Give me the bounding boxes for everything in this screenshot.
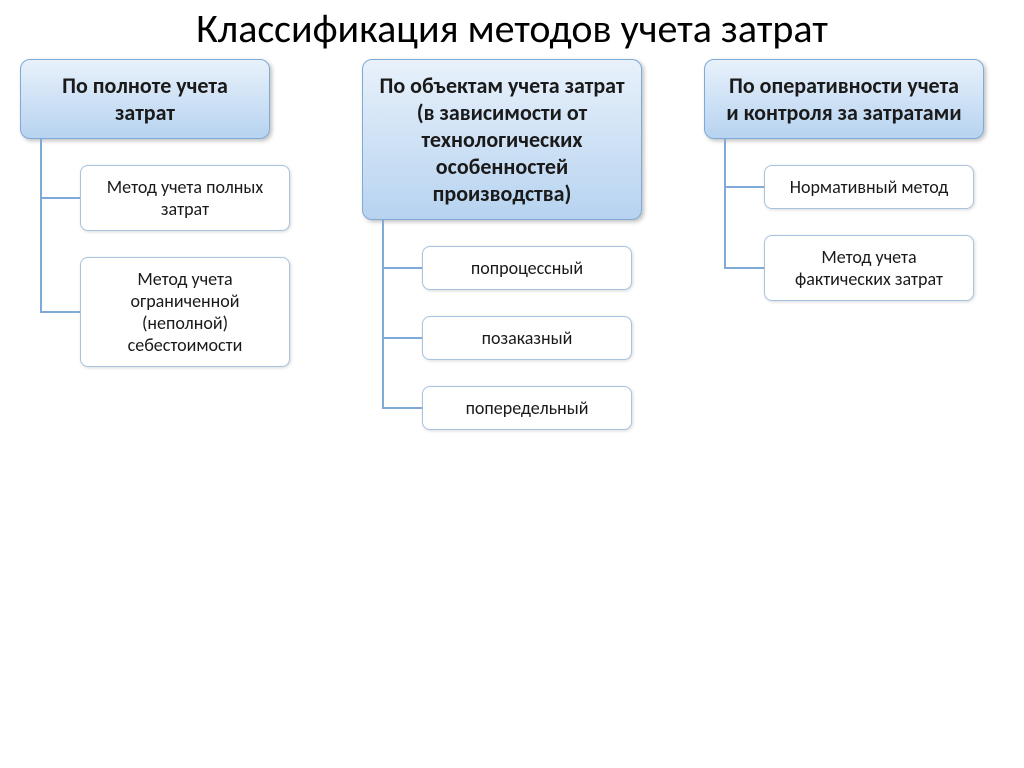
col3-children: Нормативный метод Метод учета фактически… — [724, 139, 974, 301]
col2-header: По объектам учета затрат (в зависимости … — [362, 59, 642, 220]
col2-children: попроцессный позаказный попередельный — [382, 220, 632, 430]
connector-hline — [724, 186, 764, 188]
connector-vline — [382, 360, 384, 408]
col1-children: Метод учета полных затрат Метод учета ог… — [40, 139, 290, 367]
col3-item-2-wrap: Метод учета фактических затрат — [724, 209, 974, 301]
col2-item-2: позаказный — [422, 316, 632, 360]
col1-item-1: Метод учета полных затрат — [80, 165, 290, 231]
connector-vline — [382, 290, 384, 360]
col1-header: По полноте учета затрат — [20, 59, 270, 139]
page-title: Классификация методов учета затрат — [0, 4, 1024, 53]
col2-item-2-wrap: позаказный — [382, 290, 632, 360]
connector-vline — [382, 220, 384, 290]
connector-hline — [382, 407, 422, 409]
col1-item-1-wrap: Метод учета полных затрат — [40, 139, 290, 231]
connector-vline — [724, 209, 726, 268]
column-3: По оперативности учета и контроля за зат… — [704, 59, 1004, 430]
col2-item-1-wrap: попроцессный — [382, 220, 632, 290]
columns-container: По полноте учета затрат Метод учета полн… — [0, 59, 1024, 430]
column-1: По полноте учета затрат Метод учета полн… — [20, 59, 320, 430]
col2-item-3-wrap: попередельный — [382, 360, 632, 430]
column-2: По объектам учета затрат (в зависимости … — [362, 59, 662, 430]
connector-vline — [724, 139, 726, 209]
connector-vline — [40, 231, 42, 312]
connector-hline — [724, 267, 764, 269]
col1-item-2: Метод учета ограниченной (неполной) себе… — [80, 257, 290, 367]
col3-item-2: Метод учета фактических затрат — [764, 235, 974, 301]
connector-vline — [40, 139, 42, 231]
col1-item-2-wrap: Метод учета ограниченной (неполной) себе… — [40, 231, 290, 367]
col3-item-1-wrap: Нормативный метод — [724, 139, 974, 209]
connector-hline — [382, 337, 422, 339]
col3-item-1: Нормативный метод — [764, 165, 974, 209]
col2-item-3: попередельный — [422, 386, 632, 430]
connector-hline — [40, 197, 80, 199]
col2-item-1: попроцессный — [422, 246, 632, 290]
connector-hline — [382, 267, 422, 269]
col3-header: По оперативности учета и контроля за зат… — [704, 59, 984, 139]
connector-hline — [40, 311, 80, 313]
